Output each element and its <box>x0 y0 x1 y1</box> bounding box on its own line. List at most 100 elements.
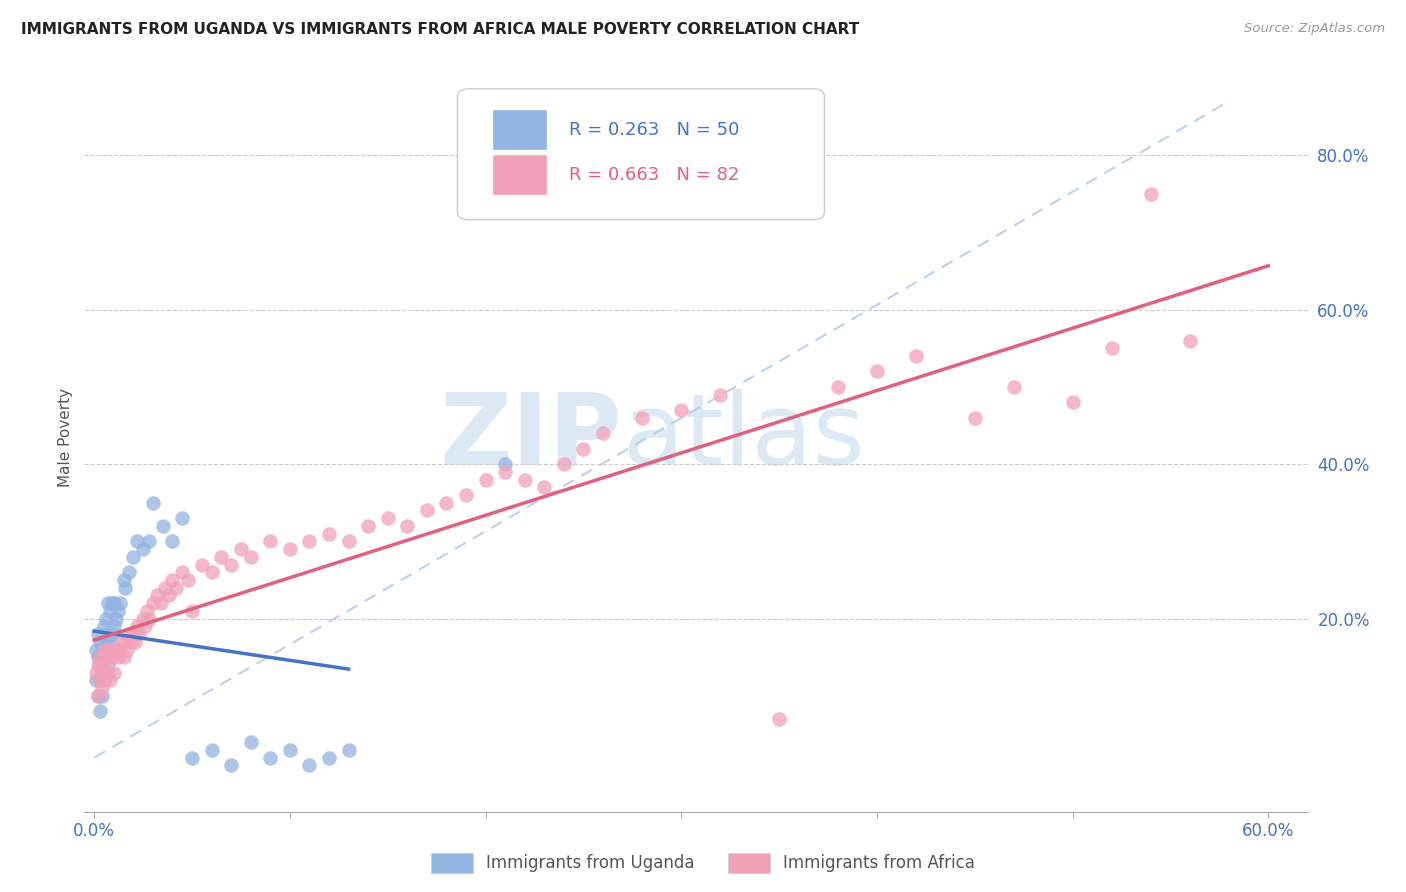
Point <box>112 650 135 665</box>
Point <box>337 534 360 549</box>
Point <box>259 750 281 764</box>
Point <box>97 642 120 657</box>
Point <box>117 642 139 657</box>
Point <box>89 673 111 688</box>
FancyBboxPatch shape <box>492 154 547 195</box>
Point <box>209 549 232 564</box>
Text: IMMIGRANTS FROM UGANDA VS IMMIGRANTS FROM AFRICA MALE POVERTY CORRELATION CHART: IMMIGRANTS FROM UGANDA VS IMMIGRANTS FRO… <box>21 22 859 37</box>
Point <box>219 758 242 772</box>
Point <box>377 511 399 525</box>
Point <box>134 619 156 633</box>
Point <box>533 480 555 494</box>
Point <box>553 457 575 471</box>
Point <box>172 511 194 525</box>
Point <box>87 689 110 703</box>
Point <box>122 627 145 641</box>
Text: R = 0.263   N = 50: R = 0.263 N = 50 <box>569 121 740 139</box>
Point <box>104 642 127 657</box>
Point <box>298 534 321 549</box>
Point <box>93 673 115 688</box>
Point <box>93 673 115 688</box>
Point <box>127 619 149 633</box>
Legend: Immigrants from Uganda, Immigrants from Africa: Immigrants from Uganda, Immigrants from … <box>425 847 981 880</box>
Point <box>239 735 262 749</box>
Point <box>1101 341 1123 355</box>
Point <box>278 743 301 757</box>
Point <box>396 519 419 533</box>
Point <box>84 673 107 688</box>
Point <box>513 473 536 487</box>
Point <box>97 596 120 610</box>
Point <box>114 581 136 595</box>
Point <box>94 665 117 680</box>
Point <box>494 465 516 479</box>
Point <box>98 650 121 665</box>
Point <box>100 642 122 657</box>
Point <box>827 380 849 394</box>
Point <box>149 596 172 610</box>
Point <box>162 534 184 549</box>
Point <box>219 558 242 572</box>
Point <box>103 665 125 680</box>
Point <box>98 604 121 618</box>
Point <box>122 549 145 564</box>
Point <box>165 581 187 595</box>
Point <box>191 558 214 572</box>
Text: R = 0.663   N = 82: R = 0.663 N = 82 <box>569 166 740 184</box>
Point <box>337 743 360 757</box>
Text: atlas: atlas <box>623 389 865 485</box>
Point <box>103 650 125 665</box>
Point <box>474 473 496 487</box>
Point <box>118 566 141 580</box>
Point <box>91 689 114 703</box>
Point <box>93 619 115 633</box>
Point <box>97 627 120 641</box>
Point <box>107 604 129 618</box>
Point <box>94 634 117 648</box>
Point <box>132 612 155 626</box>
Point <box>87 689 110 703</box>
Point <box>120 634 142 648</box>
Point <box>177 573 200 587</box>
Point <box>94 650 117 665</box>
Point <box>494 457 516 471</box>
Point <box>200 566 222 580</box>
Point <box>181 604 204 618</box>
Point <box>1178 334 1201 348</box>
Point <box>128 627 150 641</box>
Point <box>89 704 111 718</box>
Point <box>157 589 180 603</box>
Point <box>1062 395 1084 409</box>
Point <box>162 573 184 587</box>
Text: ZIP: ZIP <box>440 389 623 485</box>
Point <box>100 627 122 641</box>
Point <box>104 612 127 626</box>
Point <box>200 743 222 757</box>
Point <box>89 650 111 665</box>
Point <box>124 634 146 648</box>
Point <box>107 650 129 665</box>
Point <box>98 673 121 688</box>
FancyBboxPatch shape <box>492 109 547 151</box>
Point <box>436 496 458 510</box>
Point <box>97 665 120 680</box>
Point <box>239 549 262 564</box>
Point <box>97 657 120 672</box>
Point <box>142 496 165 510</box>
Point <box>108 642 131 657</box>
Point <box>298 758 321 772</box>
Point <box>94 612 117 626</box>
Point <box>709 387 731 401</box>
Point <box>592 426 614 441</box>
Point <box>89 657 111 672</box>
Point <box>108 596 131 610</box>
Point <box>572 442 595 456</box>
Point <box>1002 380 1025 394</box>
Point <box>103 596 125 610</box>
Point <box>318 526 340 541</box>
FancyBboxPatch shape <box>457 88 824 219</box>
Point <box>91 681 114 695</box>
Point <box>87 650 110 665</box>
Point <box>84 665 107 680</box>
Point <box>87 657 110 672</box>
